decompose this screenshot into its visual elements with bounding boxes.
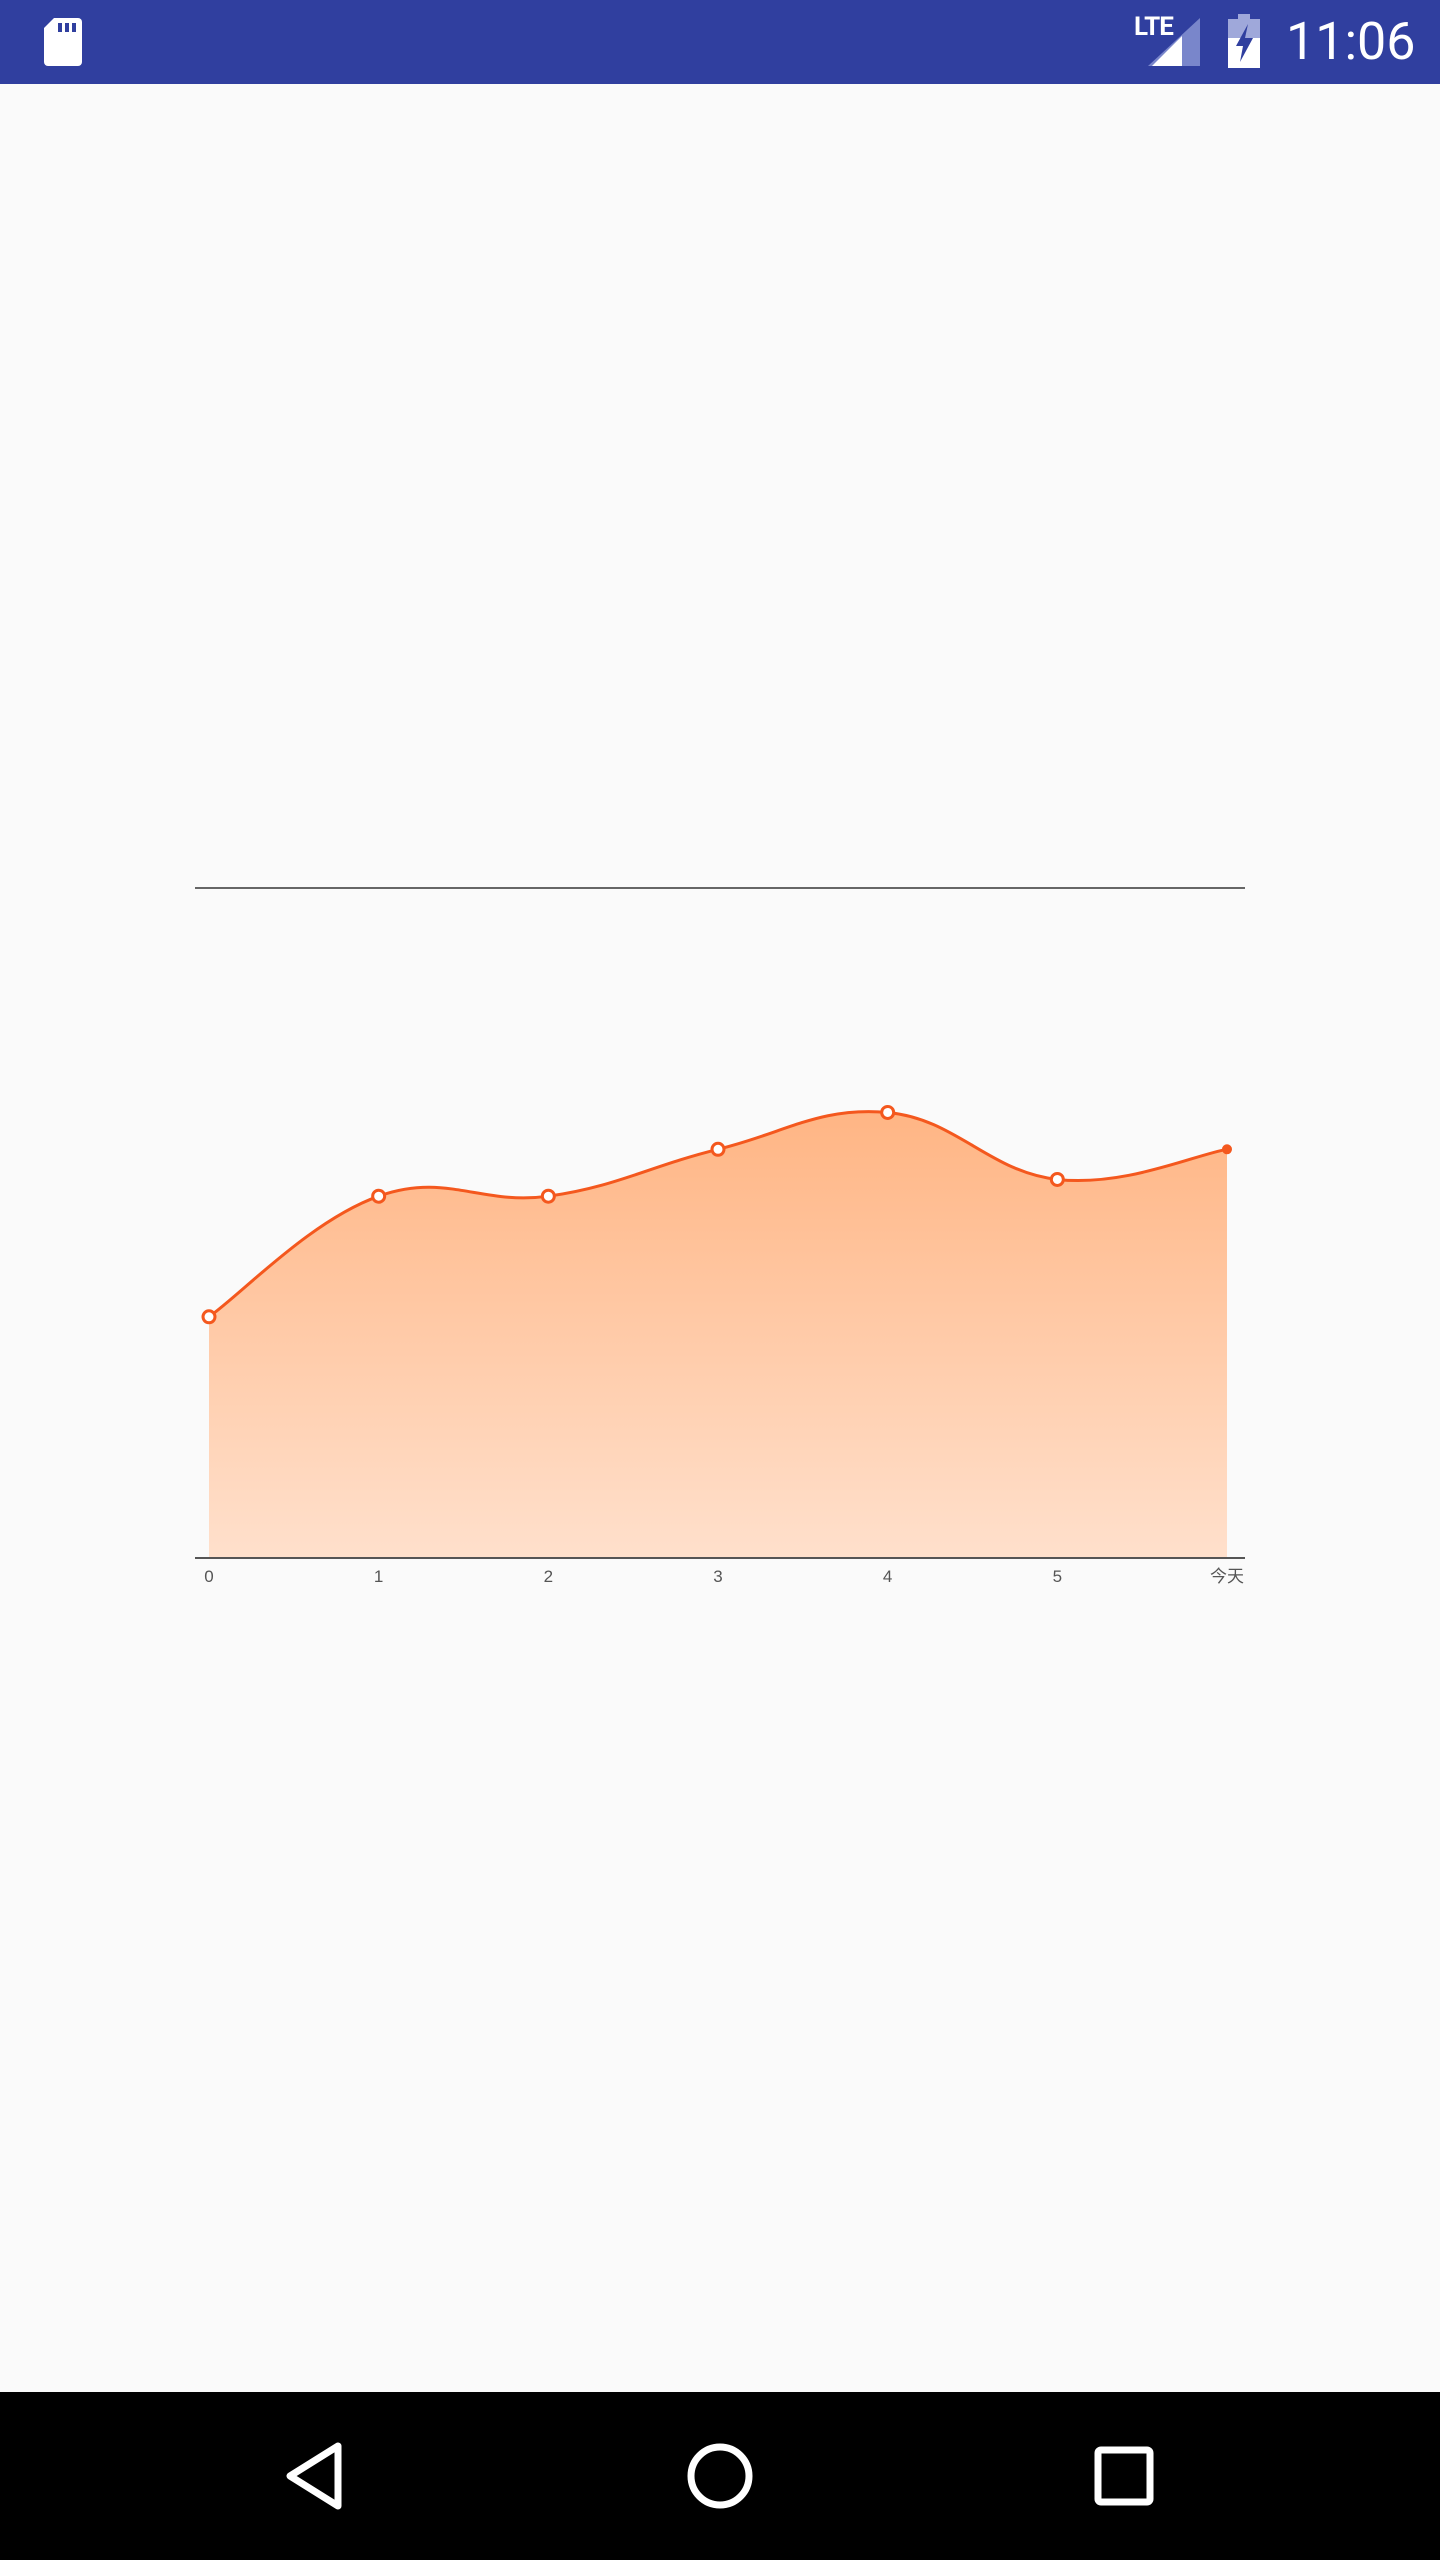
back-icon [286, 2442, 342, 2510]
x-tick-label: 今天 [1210, 1567, 1244, 1586]
data-point-marker[interactable] [710, 1141, 726, 1157]
clock: 11:06 [1286, 11, 1416, 72]
x-tick-label: 3 [713, 1567, 722, 1586]
x-tick-label: 5 [1053, 1567, 1062, 1586]
navigation-bar [0, 2392, 1440, 2560]
home-button[interactable] [640, 2392, 800, 2560]
data-point-marker[interactable] [880, 1104, 896, 1120]
sd-card-icon [44, 18, 82, 66]
series-area-fill [209, 1111, 1227, 1558]
status-bar: LTE 11:06 [0, 0, 1440, 84]
x-tick-label: 4 [883, 1567, 892, 1586]
data-point-marker[interactable] [371, 1188, 387, 1204]
data-point-marker[interactable] [540, 1188, 556, 1204]
x-tick-label: 2 [544, 1567, 553, 1586]
recents-button[interactable] [1044, 2392, 1204, 2560]
back-button[interactable] [236, 2392, 396, 2560]
recents-icon [1094, 2446, 1154, 2506]
data-point-marker[interactable] [201, 1309, 217, 1325]
data-point-marker[interactable] [1222, 1144, 1232, 1155]
data-point-marker[interactable] [1049, 1171, 1065, 1187]
area-chart: 0 1 2 3 4 5 今天 [195, 887, 1245, 1586]
cell-signal-icon [1148, 18, 1200, 66]
x-tick-label: 0 [204, 1567, 213, 1586]
network-type-label: LTE [1134, 12, 1174, 42]
home-icon [687, 2443, 753, 2509]
battery-charging-icon [1228, 14, 1260, 68]
main-content: 0 1 2 3 4 5 今天 [0, 84, 1440, 2392]
x-tick-label: 1 [374, 1567, 383, 1586]
